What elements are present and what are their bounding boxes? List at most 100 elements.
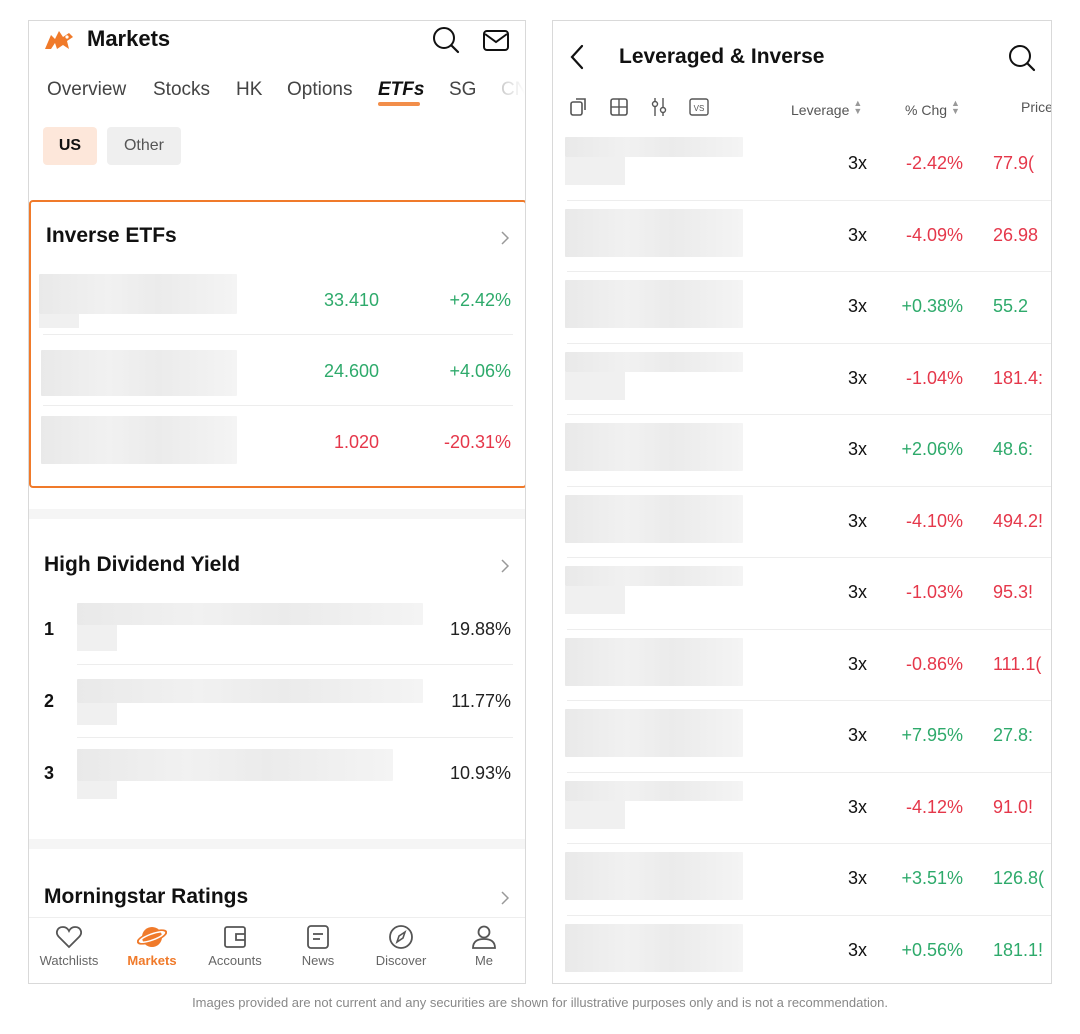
row-divider: [567, 414, 1051, 415]
leverage-value: 3x: [848, 582, 868, 602]
dividend-yield: 11.77%: [451, 691, 511, 711]
nav-markets[interactable]: Markets: [112, 924, 192, 968]
filter-sliders-icon[interactable]: [649, 97, 669, 117]
price: 33.410: [323, 290, 379, 310]
change-percent: -2.42%: [905, 153, 963, 173]
redacted-security-code: [77, 625, 117, 651]
nav-label: News: [301, 953, 335, 968]
nav-label: Watchlists: [39, 953, 99, 968]
nav-label: Discover: [375, 953, 427, 968]
leverage-value: 3x: [848, 653, 868, 674]
row-divider: [43, 405, 513, 406]
region-chip-other[interactable]: Other: [107, 127, 181, 165]
row-divider: [567, 342, 1051, 344]
redacted-security-name: [565, 637, 743, 686]
tab-sg[interactable]: SG: [449, 79, 477, 100]
change: +2.42%: [449, 290, 511, 310]
change-percent: -1.03%: [905, 582, 963, 602]
heart-icon: [56, 926, 82, 949]
redacted-security-code: [565, 157, 625, 185]
redacted-security-name: [77, 749, 393, 781]
row-divider: [567, 771, 1051, 773]
region-chip-us[interactable]: US: [43, 127, 97, 165]
markets-screen: Markets Overview Stocks HK Options ETFs …: [28, 20, 526, 984]
change-percent: +7.95%: [901, 725, 963, 745]
tab-hk[interactable]: HK: [236, 79, 263, 100]
grid-icon[interactable]: [609, 97, 629, 117]
leverage-value: 3x: [848, 224, 868, 245]
leverage-value: 3x: [848, 153, 868, 173]
leverage-value: 3x: [848, 939, 868, 960]
column-header-chg[interactable]: % Chg ▲ ▼: [905, 99, 960, 119]
nav-news[interactable]: News: [278, 924, 358, 968]
tabs-fade: [485, 71, 525, 111]
search-icon[interactable]: [431, 25, 461, 55]
redacted-security-name: [565, 780, 743, 801]
row-divider: [567, 199, 1051, 201]
change-percent: +0.56%: [901, 939, 963, 960]
page-title: Markets: [87, 26, 171, 51]
bull-logo-icon: [45, 31, 73, 49]
row-divider: [567, 700, 1051, 701]
price-value: 95.3!: [993, 582, 1034, 602]
rank-number: 1: [44, 619, 55, 639]
leverage-value: 3x: [848, 510, 868, 531]
search-icon[interactable]: [1007, 43, 1037, 73]
price-value: 27.8:: [993, 725, 1034, 745]
row-divider: [567, 628, 1051, 630]
change-percent: +3.51%: [901, 868, 963, 888]
price-value: 91.0!: [993, 796, 1034, 817]
price: 24.600: [323, 361, 379, 381]
chevron-right-icon[interactable]: [499, 559, 511, 573]
rank-number: 2: [44, 691, 55, 711]
column-header-price[interactable]: Price: [1021, 99, 1052, 115]
leverage-value: 3x: [848, 725, 868, 745]
price-value: 77.9(: [993, 153, 1035, 173]
row-divider: [77, 737, 513, 738]
compass-icon: [389, 925, 413, 949]
redacted-security-name: [77, 603, 423, 625]
redacted-security-code: [565, 371, 625, 400]
redacted-security-name: [565, 709, 743, 757]
tab-stocks[interactable]: Stocks: [153, 79, 211, 100]
tab-etfs[interactable]: ETFs: [378, 79, 424, 106]
news-icon: [307, 925, 329, 949]
dividend-yield: 10.93%: [449, 763, 511, 783]
redacted-security-name: [565, 494, 743, 543]
page-title: Leveraged & Inverse: [619, 45, 825, 68]
nav-accounts[interactable]: Accounts: [195, 924, 275, 968]
copy-icon[interactable]: [569, 97, 589, 117]
nav-watchlists[interactable]: Watchlists: [29, 924, 109, 968]
price: 1.020: [333, 432, 379, 452]
change-percent: -4.12%: [905, 796, 963, 817]
market-tabs: Overview Stocks HK Options ETFs SG CN: [47, 79, 525, 119]
planet-icon: [137, 927, 167, 947]
inverse-etfs-section[interactable]: Inverse ETFs 33.410 +2.42% 24.600 +4.06%…: [29, 200, 525, 488]
mail-icon[interactable]: [481, 25, 511, 55]
redacted-security-name: [565, 923, 743, 972]
change-percent: -1.04%: [905, 367, 963, 388]
column-header-label: % Chg: [905, 102, 948, 118]
row-divider: [567, 485, 1051, 487]
price-value: 181.4:: [993, 367, 1044, 388]
redacted-security-name: [77, 679, 423, 703]
chevron-right-icon[interactable]: [499, 231, 511, 245]
nav-discover[interactable]: Discover: [361, 924, 441, 968]
nav-label: Me: [474, 953, 494, 968]
price-value: 26.98: [993, 224, 1039, 245]
nav-label: Markets: [127, 953, 177, 968]
back-arrow-icon[interactable]: [567, 43, 587, 71]
leverage-value: 3x: [848, 796, 868, 817]
active-tab-indicator: [378, 102, 420, 106]
column-header-leverage[interactable]: Leverage ▲ ▼: [791, 98, 863, 119]
tab-options[interactable]: Options: [287, 79, 353, 100]
row-divider: [567, 843, 1051, 844]
sort-icon: ▲ ▼: [853, 98, 863, 116]
compare-vs-icon[interactable]: VS: [689, 97, 709, 117]
row-divider: [77, 664, 513, 665]
tab-overview[interactable]: Overview: [47, 79, 127, 100]
price-value: 126.8(: [993, 868, 1045, 888]
nav-me[interactable]: Me: [444, 924, 524, 968]
chevron-right-icon[interactable]: [499, 891, 511, 905]
price-value: 48.6:: [993, 439, 1034, 459]
